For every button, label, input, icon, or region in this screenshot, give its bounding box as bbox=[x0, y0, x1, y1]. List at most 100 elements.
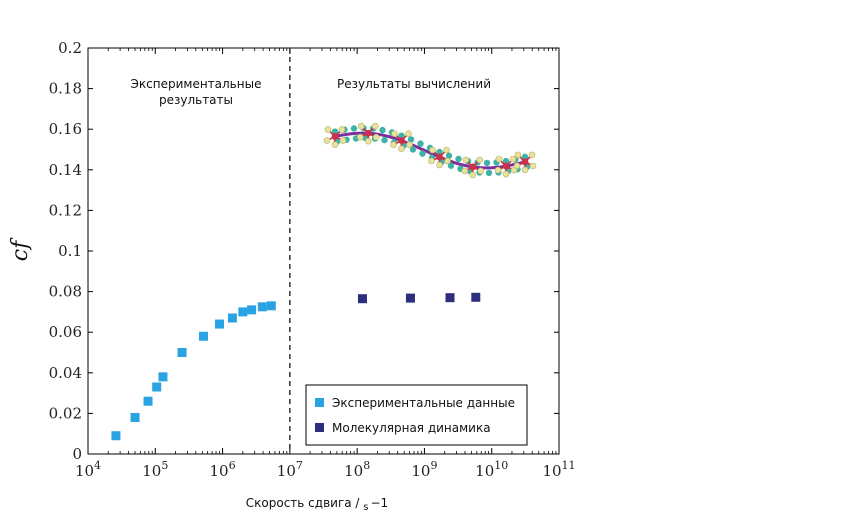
molecule-hydrogen bbox=[372, 133, 380, 141]
point-series0-3 bbox=[152, 382, 162, 392]
molecule-atom bbox=[381, 136, 388, 144]
molecule-node bbox=[502, 162, 510, 170]
molecule-atom bbox=[417, 140, 424, 147]
annotation-left-line2: результаты bbox=[159, 93, 233, 107]
data-points bbox=[111, 292, 481, 441]
point-series1-3 bbox=[471, 292, 481, 302]
molecule-node bbox=[331, 133, 339, 140]
molecule-atom bbox=[407, 136, 415, 143]
molecule-hydrogen bbox=[462, 156, 470, 164]
molecule-node bbox=[469, 163, 477, 171]
molecule-atom bbox=[409, 146, 417, 153]
molecule-atom bbox=[502, 157, 510, 165]
molecule-atom bbox=[419, 150, 426, 157]
point-series0-12 bbox=[266, 301, 276, 311]
x-tick-label-3: 107 bbox=[277, 459, 303, 480]
x-axis-title: Скорость сдвига / s −1 bbox=[246, 496, 388, 513]
molecule-hydrogen bbox=[364, 137, 372, 145]
x-tick-label-1: 105 bbox=[142, 459, 168, 480]
molecule-atom bbox=[521, 153, 529, 161]
y-tick-label-2: 0.04 bbox=[49, 364, 82, 382]
x-tick-label-0: 104 bbox=[75, 459, 101, 480]
y-tick-label-9: 0.18 bbox=[49, 80, 82, 98]
molecule-atom bbox=[455, 155, 462, 163]
point-series0-4 bbox=[158, 372, 168, 382]
molecule-hydrogen bbox=[444, 157, 451, 165]
molecule-hydrogen bbox=[406, 141, 413, 148]
molecule-hydrogen bbox=[398, 145, 405, 152]
molecule-hydrogen bbox=[405, 130, 412, 137]
x-tick-label-2: 106 bbox=[210, 459, 236, 480]
point-series0-9 bbox=[238, 307, 248, 317]
molecule-hydrogen bbox=[428, 157, 435, 165]
point-series0-0 bbox=[111, 431, 121, 441]
x-axis-title-unit: s bbox=[363, 502, 368, 513]
legend-marker-md bbox=[315, 423, 324, 432]
molecule-hydrogen bbox=[356, 133, 364, 141]
y-tick-label-3: 0.06 bbox=[49, 323, 82, 341]
y-tick-label-1: 0.02 bbox=[49, 404, 82, 422]
molecule-hydrogen bbox=[391, 130, 398, 137]
x-tick-label-6: 1010 bbox=[475, 459, 508, 480]
molecule-node bbox=[364, 129, 372, 137]
molecule-atom bbox=[436, 148, 443, 156]
molecule-hydrogen bbox=[436, 161, 443, 169]
molecule-hydrogen bbox=[339, 137, 347, 144]
molecule-node bbox=[436, 153, 443, 161]
point-series1-0 bbox=[357, 294, 367, 304]
x-tick-label-7: 1011 bbox=[542, 459, 575, 480]
molecule-atom bbox=[445, 152, 453, 159]
molecule-atom bbox=[447, 162, 455, 169]
y-tick-label-7: 0.14 bbox=[49, 161, 82, 179]
y-tick-label-6: 0.12 bbox=[49, 201, 82, 219]
point-series0-8 bbox=[227, 313, 237, 323]
point-series0-10 bbox=[247, 305, 257, 315]
molecule-atom bbox=[485, 169, 493, 177]
x-tick-labels: 104 105 106 107 108 109 1010 1011 bbox=[75, 459, 576, 480]
molecule-hydrogen bbox=[429, 146, 436, 154]
annotation-right: Результаты вычислений bbox=[337, 77, 491, 91]
y-tick-label-5: 0.1 bbox=[58, 242, 82, 260]
molecule-atom bbox=[331, 128, 339, 135]
y-tick-label-10: 0.2 bbox=[58, 39, 82, 57]
legend: Экспериментальные данные Молекулярная ди… bbox=[305, 384, 528, 446]
legend-marker-experimental bbox=[315, 398, 324, 407]
x-axis-title-exp: −1 bbox=[371, 496, 389, 510]
molecule-hydrogen bbox=[461, 167, 469, 175]
molecule-atom bbox=[483, 159, 491, 167]
point-series1-2 bbox=[445, 293, 455, 303]
molecule-hydrogen bbox=[495, 155, 503, 163]
molecule-hydrogen bbox=[521, 166, 529, 174]
point-series1-1 bbox=[405, 293, 415, 303]
molecule-node bbox=[398, 137, 405, 145]
molecule-hydrogen bbox=[331, 141, 339, 148]
y-axis-title: cf bbox=[8, 237, 33, 261]
molecule-hydrogen bbox=[324, 126, 332, 133]
hydrocarbon-chain-icon bbox=[323, 122, 537, 179]
x-axis-title-main: Скорость сдвига / bbox=[246, 496, 364, 510]
molecule-node bbox=[521, 158, 529, 166]
molecule-hydrogen bbox=[323, 137, 331, 144]
y-tick-label-0: 0 bbox=[72, 445, 82, 463]
legend-box bbox=[305, 384, 528, 446]
molecule-atom bbox=[379, 126, 386, 134]
legend-label-experimental: Экспериментальные данные bbox=[332, 396, 515, 410]
molecule-hydrogen bbox=[528, 151, 536, 159]
x-tick-label-5: 109 bbox=[411, 459, 437, 480]
molecule-hydrogen bbox=[443, 146, 450, 154]
molecule-hydrogen bbox=[502, 170, 510, 178]
legend-label-md: Молекулярная динамика bbox=[332, 421, 491, 435]
annotation-left-line1: Экспериментальные bbox=[131, 77, 262, 91]
axis-ticks bbox=[87, 47, 560, 455]
molecule-hydrogen bbox=[509, 155, 517, 163]
y-tick-labels: 0 0.02 0.04 0.06 0.08 0.1 0.12 0.14 0.16 0.18 0.2 bbox=[49, 39, 82, 463]
molecule-hydrogen bbox=[469, 171, 477, 179]
molecule-hydrogen bbox=[371, 122, 379, 130]
point-series0-6 bbox=[198, 331, 208, 341]
molecule-hydrogen bbox=[357, 122, 365, 130]
x-tick-label-4: 108 bbox=[344, 459, 370, 480]
point-series0-7 bbox=[214, 319, 224, 329]
point-series0-11 bbox=[257, 302, 267, 312]
molecule-hydrogen bbox=[390, 141, 397, 148]
